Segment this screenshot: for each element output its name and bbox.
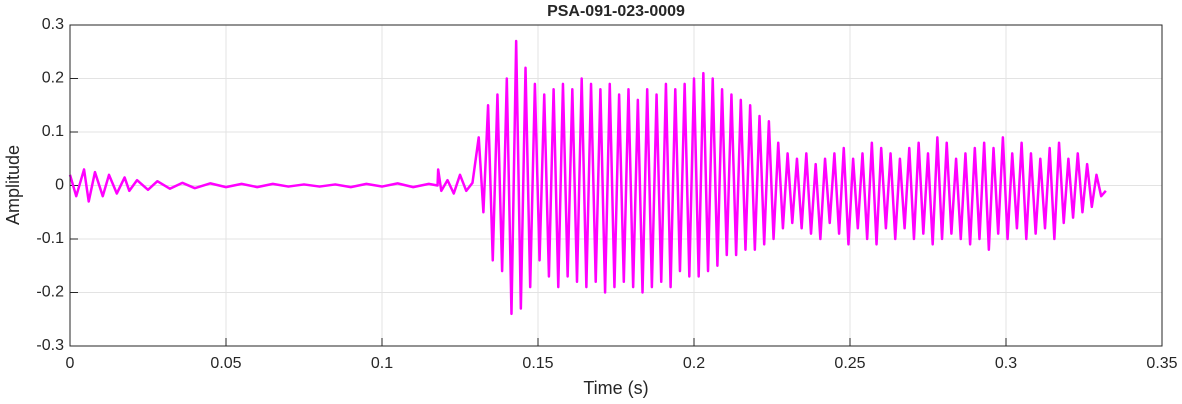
waveform-line [68,39,1107,316]
x-tick-label: 0.05 [210,355,241,372]
axes-box [69,24,1163,347]
x-tick-label: 0.2 [683,355,705,372]
x-axis-label: Time (s) [583,378,648,398]
y-tick-label: 0.1 [42,123,64,140]
y-tick-label: 0.3 [42,16,64,33]
x-tick-label: 0 [66,355,75,372]
y-tick-label: 0.2 [42,70,64,87]
x-tick-label: 0.3 [995,355,1017,372]
x-tick-label: 0.25 [834,355,865,372]
y-tick-label: -0.3 [36,337,64,354]
y-axis-label: Amplitude [3,145,23,225]
x-tick-label: 0.35 [1146,355,1177,372]
y-tick-label: 0 [55,177,64,194]
y-tick-label: -0.2 [36,284,64,301]
x-tick-label: 0.15 [522,355,553,372]
y-tick-label: -0.1 [36,230,64,247]
chart-title: PSA-091-023-0009 [547,3,685,20]
x-tick-label: 0.1 [371,355,393,372]
